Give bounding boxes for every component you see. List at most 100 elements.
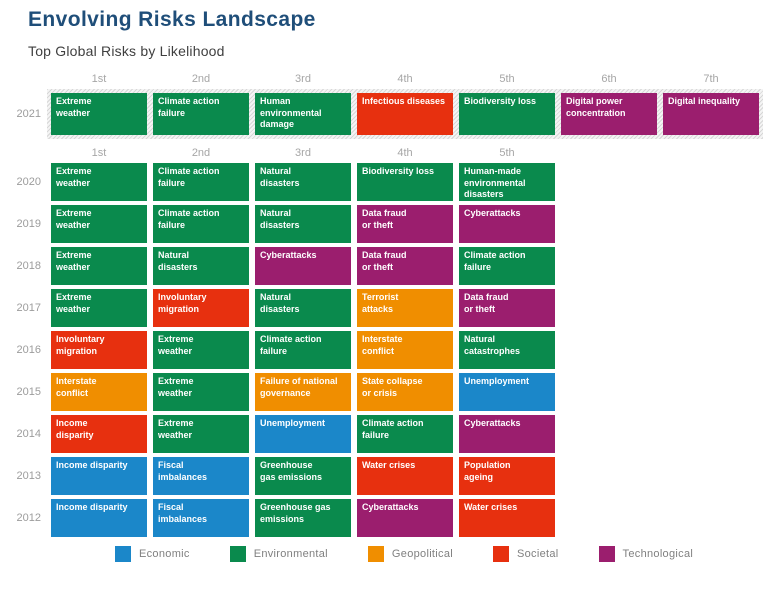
risk-cell: Climate action failure (459, 247, 555, 285)
year-label: 2017 (16, 302, 41, 314)
risk-cell: Natural disasters (153, 247, 249, 285)
row-2012: 2012 Income disparity Fiscal imbalances … (6, 499, 766, 537)
risk-cell: Greenhouse gas emissions (255, 499, 351, 537)
environmental-swatch-icon (229, 546, 246, 562)
row-cells: Income disparity Fiscal imbalances Green… (47, 499, 559, 537)
risk-cell: Cyberattacks (357, 499, 453, 537)
row-cells: Extreme weather Climate action failure N… (47, 205, 559, 243)
year-label: 2018 (16, 260, 41, 272)
rank-header: 3rd (295, 147, 311, 159)
rank-header: 5th (499, 147, 515, 159)
risk-cell: Fiscal imbalances (153, 499, 249, 537)
rank-header: 1st (91, 73, 107, 85)
row-2016: 2016 Involuntary migration Extreme weath… (6, 331, 766, 369)
economic-swatch-icon (115, 546, 131, 562)
legend-item-environmental: Environmental (229, 546, 328, 562)
risk-cell: Failure of national governance (255, 373, 351, 411)
risk-cell: Population ageing (459, 457, 555, 495)
legend: Economic Environmental Geopolitical Soci… (115, 546, 766, 562)
risk-cell: Climate action failure (357, 415, 453, 453)
year-label: 2015 (16, 386, 41, 398)
year-label: 2014 (16, 428, 41, 440)
rank-header: 5th (499, 73, 515, 85)
rank-header: 2nd (191, 147, 211, 159)
risk-cell: Extreme weather (51, 247, 147, 285)
row-2018: 2018 Extreme weather Natural disasters C… (6, 247, 766, 285)
row-cells: Extreme weather Natural disasters Cybera… (47, 247, 559, 285)
rank-header: 1st (91, 147, 107, 159)
legend-item-technological: Technological (598, 546, 694, 562)
rank-header: 3rd (295, 73, 311, 85)
row-2020: 2020 Extreme weather Climate action fail… (6, 163, 766, 201)
risk-cell: Digital power concentration (561, 93, 657, 135)
row-cells: Interstate conflict Extreme weather Fail… (47, 373, 559, 411)
risk-cell: Cyberattacks (255, 247, 351, 285)
risk-cell: Climate action failure (153, 93, 249, 135)
risk-cell: Income disparity (51, 415, 147, 453)
row-cells: Involuntary migration Extreme weather Cl… (47, 331, 559, 369)
risk-cell: Unemployment (255, 415, 351, 453)
risk-cell: Natural catastrophes (459, 331, 555, 369)
legend-label: Environmental (253, 548, 328, 560)
rank-header-row-bottom: 1st 2nd 3rd 4th 5th (51, 147, 766, 160)
legend-label: Technological (622, 548, 694, 560)
rank-header: 7th (703, 73, 719, 85)
row-cells: Extreme weather Involuntary migration Na… (47, 289, 559, 327)
risk-cell: Fiscal imbalances (153, 457, 249, 495)
rank-header-row-top: 1st 2nd 3rd 4th 5th 6th 7th (51, 73, 766, 86)
year-label: 2020 (16, 176, 41, 188)
highlight-band-2021: Extreme weather Climate action failure H… (47, 89, 763, 139)
risk-cell: Human environmental damage (255, 93, 351, 135)
risk-cell: Involuntary migration (51, 331, 147, 369)
geopolitical-swatch-icon (367, 546, 384, 562)
page-title: Envolving Risks Landscape (28, 8, 316, 31)
risk-cell: Digital inequality (663, 93, 759, 135)
year-label: 2013 (16, 470, 41, 482)
row-2019: 2019 Extreme weather Climate action fail… (6, 205, 766, 243)
risk-cell: Biodiversity loss (459, 93, 555, 135)
risk-cell: Interstate conflict (357, 331, 453, 369)
row-cells: Income disparity Extreme weather Unemplo… (47, 415, 559, 453)
rank-header: 4th (397, 73, 413, 85)
row-2013: 2013 Income disparity Fiscal imbalances … (6, 457, 766, 495)
risk-cell: Climate action failure (153, 205, 249, 243)
risk-cell: Climate action failure (153, 163, 249, 201)
risk-cell: Interstate conflict (51, 373, 147, 411)
risk-cell: Terrorist attacks (357, 289, 453, 327)
risk-cell: Income disparity (51, 457, 147, 495)
risk-cell: Income disparity (51, 499, 147, 537)
legend-label: Economic (139, 548, 190, 560)
risk-cell: State collapse or crisis (357, 373, 453, 411)
risk-cell: Water crises (459, 499, 555, 537)
risk-cell: Water crises (357, 457, 453, 495)
risk-cell: Natural disasters (255, 163, 351, 201)
risk-cell: Natural disasters (255, 289, 351, 327)
rank-header: 6th (601, 73, 617, 85)
legend-item-societal: Societal (493, 546, 559, 562)
legend-item-economic: Economic (115, 546, 190, 562)
risk-cell: Extreme weather (153, 415, 249, 453)
risk-cell: Infectious diseases (357, 93, 453, 135)
risk-cell: Biodiversity loss (357, 163, 453, 201)
row-2021: 2021 Extreme weather Climate action fail… (6, 89, 766, 139)
risk-cell: Data fraud or theft (357, 205, 453, 243)
year-label: 2016 (16, 344, 41, 356)
risk-cell: Data fraud or theft (459, 289, 555, 327)
risk-cell: Human-made environmental disasters (459, 163, 555, 201)
legend-label: Societal (517, 548, 559, 560)
risk-cell: Involuntary migration (153, 289, 249, 327)
risk-cell: Cyberattacks (459, 415, 555, 453)
risk-cell: Extreme weather (153, 373, 249, 411)
risk-cell: Greenhouse gas emissions (255, 457, 351, 495)
risk-cell: Unemployment (459, 373, 555, 411)
rank-header: 4th (397, 147, 413, 159)
societal-swatch-icon (493, 546, 509, 562)
risk-cell: Cyberattacks (459, 205, 555, 243)
risk-cell: Climate action failure (255, 331, 351, 369)
year-label: 2021 (16, 108, 41, 120)
row-cells: Extreme weather Climate action failure N… (47, 163, 559, 201)
year-label: 2012 (16, 512, 41, 524)
risk-matrix: 1st 2nd 3rd 4th 5th 6th 7th 2021 Extreme… (6, 73, 766, 537)
row-2014: 2014 Income disparity Extreme weather Un… (6, 415, 766, 453)
row-2017: 2017 Extreme weather Involuntary migrati… (6, 289, 766, 327)
